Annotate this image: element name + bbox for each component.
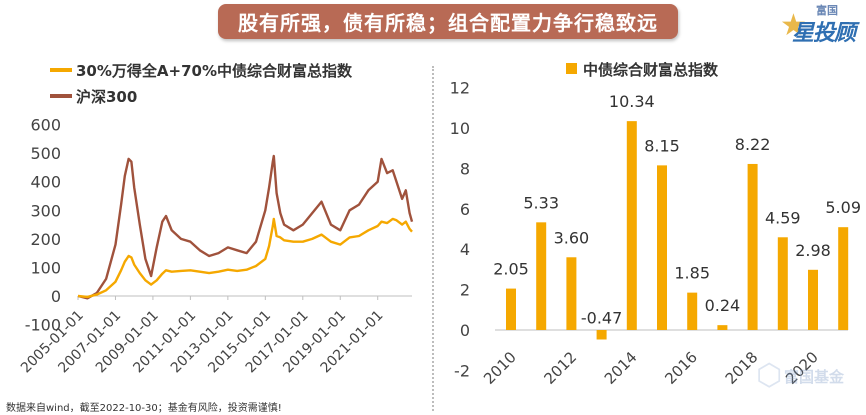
right-y-tick-label: 8	[460, 159, 470, 178]
left-y-tick-label: 400	[30, 173, 61, 192]
bar-value-label: 10.34	[609, 92, 655, 111]
bar-value-label: 3.60	[554, 228, 590, 247]
bar-value-label: -0.47	[581, 308, 622, 327]
bar-2019	[777, 237, 788, 330]
right-y-tick-label: 6	[460, 200, 470, 219]
bar-value-label: 8.15	[644, 136, 680, 155]
bar-value-label: 4.59	[765, 208, 801, 227]
right-y-tick-label: 4	[460, 240, 470, 259]
bar-2014	[626, 121, 637, 330]
left-y-tick-label: 0	[51, 287, 61, 306]
bar-value-label: 0.24	[705, 296, 741, 315]
right-y-tick-label: -2	[454, 361, 470, 380]
bar-2016	[687, 292, 698, 330]
logo-big-text: 星投顾	[792, 21, 856, 46]
legend-brown-label: 沪深300	[76, 88, 137, 106]
right-chart-legend: 中债综合财富总指数	[566, 61, 719, 79]
left-chart-legend: 30%万得全A+70%中债综合财富总指数 沪深300	[50, 62, 353, 106]
legend-bar-label: 中债综合财富总指数	[583, 61, 719, 79]
bar-2018	[747, 163, 758, 330]
bar-value-label: 2.05	[493, 260, 529, 279]
watermark: ⬡ 富国基金	[756, 356, 864, 396]
left-y-tick-label: 600	[30, 116, 61, 135]
hexagon-logo-icon: ⬡	[756, 358, 783, 393]
right-y-tick-label: 2	[460, 281, 470, 300]
bar-value-label: 1.85	[674, 264, 710, 283]
bar-2021	[838, 227, 849, 330]
bar-2013	[596, 330, 607, 340]
left-y-tick-label: 200	[30, 230, 61, 249]
right-x-tick-label: 2012	[540, 348, 580, 388]
logo-small-text: 富国	[816, 4, 838, 17]
page-title: 股有所强，债有所稳；组合配置力争行稳致远	[238, 11, 658, 35]
bar-2010	[506, 288, 516, 330]
bar-value-label: 5.09	[825, 198, 861, 217]
right-y-tick-label: 12	[450, 79, 470, 98]
brand-logo: ★ 富国 星投顾	[778, 2, 864, 46]
legend-bar-swatch	[566, 63, 577, 74]
left-y-tick-label: -100	[25, 316, 61, 335]
left-y-tick-label: 100	[30, 258, 61, 277]
right-x-tick-label: 2014	[601, 348, 641, 388]
gold-series-line	[77, 217, 413, 299]
right-y-tick-label: 0	[460, 321, 470, 340]
left-y-tick-label: 500	[30, 144, 61, 163]
chart-divider	[432, 66, 434, 411]
legend-gold-label: 30%万得全A+70%中债综合财富总指数	[76, 62, 353, 80]
bar-2017	[717, 325, 728, 330]
footer-note: 数据来自wind，截至2022-10-30；基金有风险，投资需谨慎!	[6, 403, 282, 414]
bar-value-label: 2.98	[795, 241, 831, 260]
bar-2012	[566, 257, 577, 330]
star-icon: ★	[780, 8, 807, 43]
right-x-tick-label: 2016	[661, 348, 701, 388]
bar-value-label: 5.33	[523, 193, 559, 212]
left-line-chart: 30%万得全A+70%中债综合财富总指数 沪深300 -100 0 100 200 30…	[18, 62, 414, 376]
bar-2020	[808, 269, 818, 330]
bar-value-label: 8.22	[735, 135, 771, 154]
left-y-tick-label: 300	[30, 201, 61, 220]
bar-2015	[657, 165, 667, 330]
watermark-text: 富国基金	[784, 368, 845, 386]
right-x-tick-label: 2010	[480, 348, 520, 388]
bar-2011	[536, 222, 547, 330]
title-banner: 股有所强，债有所稳；组合配置力争行稳致远	[218, 4, 678, 39]
right-y-tick-label: 10	[450, 119, 470, 138]
brown-series-line	[77, 154, 414, 300]
